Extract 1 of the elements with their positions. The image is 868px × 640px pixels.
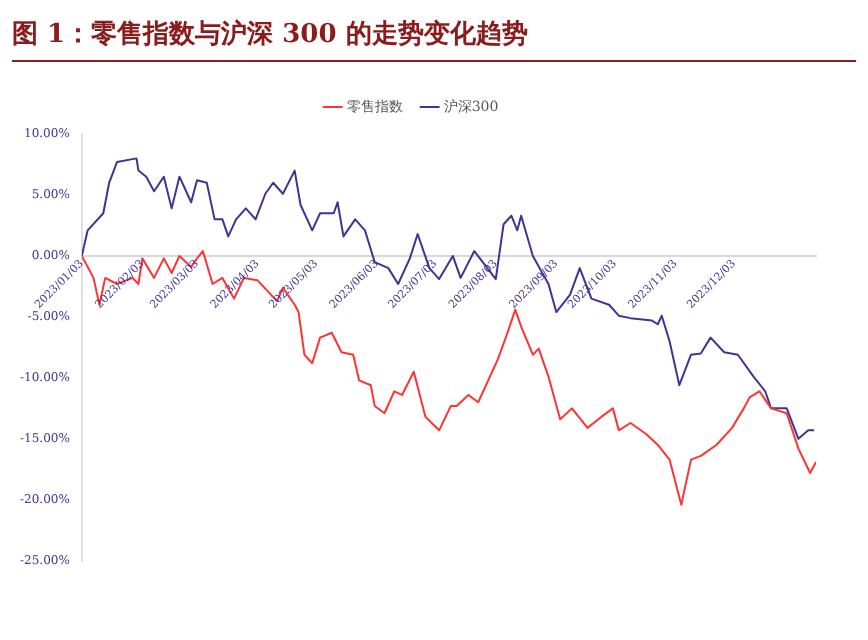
chart-title: 图 1：零售指数与沪深 300 的走势变化趋势 [12, 16, 856, 62]
